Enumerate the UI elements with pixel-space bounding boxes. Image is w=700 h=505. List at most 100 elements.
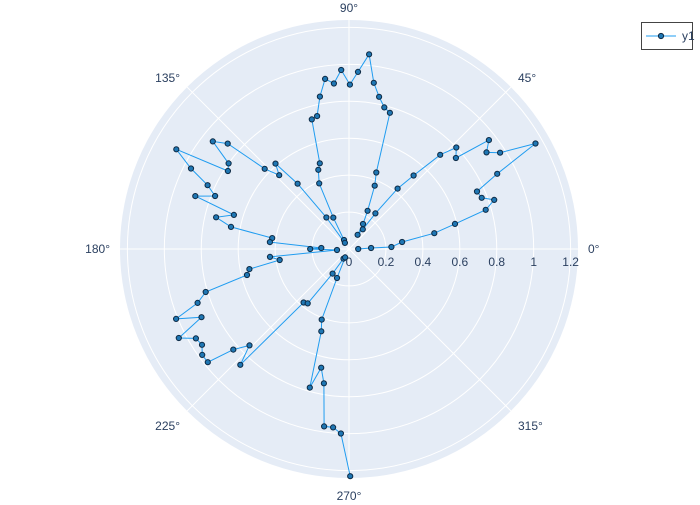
data-point <box>246 342 253 349</box>
data-point <box>227 223 235 230</box>
data-point <box>198 341 206 348</box>
radial-tick-label: 0.4 <box>415 255 432 269</box>
legend[interactable]: y1 <box>641 22 696 50</box>
radial-tick-label: 1.2 <box>562 255 579 269</box>
data-point <box>212 192 219 200</box>
data-point <box>175 334 182 342</box>
data-point <box>322 75 329 83</box>
data-point <box>410 172 417 179</box>
data-point <box>368 244 375 252</box>
data-point <box>272 160 279 167</box>
radial-tick-label: 0.8 <box>488 255 505 269</box>
angular-tick-label: 225° <box>155 419 180 433</box>
data-point <box>276 172 283 179</box>
data-point <box>452 154 459 162</box>
data-point <box>478 194 485 201</box>
data-point <box>482 206 489 213</box>
data-point <box>376 93 383 100</box>
angular-tick-label: 180° <box>85 242 110 256</box>
data-point <box>437 151 444 158</box>
data-point <box>318 316 325 323</box>
data-point <box>355 245 362 253</box>
data-point <box>399 238 406 246</box>
data-point <box>473 188 481 195</box>
data-point <box>359 226 366 233</box>
data-point <box>323 214 330 221</box>
radial-tick-label: 1 <box>530 255 537 269</box>
data-point <box>321 423 328 430</box>
data-point <box>342 254 349 261</box>
angular-tick-label: 135° <box>155 71 180 85</box>
data-point <box>246 266 253 273</box>
data-point <box>318 364 325 371</box>
data-point <box>386 109 393 116</box>
data-point <box>346 81 353 88</box>
data-point <box>359 220 367 228</box>
data-point <box>316 180 323 187</box>
data-point <box>213 214 220 221</box>
data-point <box>485 137 492 144</box>
data-point <box>230 346 237 353</box>
data-point <box>224 167 231 175</box>
data-point <box>354 231 361 238</box>
data-point <box>294 180 301 187</box>
data-point <box>320 380 327 387</box>
data-point <box>453 144 460 151</box>
data-point <box>318 328 325 335</box>
angular-tick-label: 90° <box>340 1 358 15</box>
data-point <box>372 210 379 217</box>
data-point <box>198 314 205 321</box>
data-point <box>491 196 498 203</box>
data-point <box>394 185 401 192</box>
data-point <box>330 214 337 221</box>
data-point <box>373 169 380 176</box>
series-markers-y1 <box>173 51 539 480</box>
data-point <box>199 351 206 358</box>
data-point <box>192 335 199 342</box>
radial-tick-labels: 0 0.2 0.4 0.6 0.8 1 1.2 <box>346 255 580 269</box>
data-point <box>276 256 283 264</box>
data-point <box>306 384 313 391</box>
data-point <box>347 473 354 480</box>
data-point <box>243 271 251 279</box>
legend-label-y1[interactable]: y1 <box>682 29 695 43</box>
data-point <box>381 104 388 111</box>
data-point <box>329 270 336 277</box>
data-point <box>431 230 438 237</box>
data-point <box>532 140 539 147</box>
data-point <box>451 220 459 227</box>
data-point <box>173 146 180 153</box>
data-point <box>308 116 315 123</box>
angular-gridline <box>186 248 350 412</box>
data-point <box>366 51 373 58</box>
data-point <box>194 299 201 306</box>
polar-grid <box>120 20 578 478</box>
radial-tick-label: 0.6 <box>451 255 468 269</box>
data-point <box>204 182 211 189</box>
data-point <box>316 160 323 167</box>
data-point <box>315 166 322 173</box>
angular-tick-labels: 0° 45° 90° 135° 180° 225° 270° 315° <box>85 1 600 503</box>
data-point <box>338 66 345 74</box>
data-point <box>173 315 180 322</box>
legend-marker-sample <box>657 32 665 40</box>
data-point <box>261 165 268 172</box>
data-point <box>364 207 371 214</box>
data-point <box>225 160 232 167</box>
angular-tick-label: 315° <box>518 419 543 433</box>
data-point <box>483 149 490 156</box>
data-point <box>497 149 504 156</box>
data-point <box>224 140 231 147</box>
data-point <box>304 300 311 307</box>
data-point <box>266 239 273 246</box>
data-point <box>187 165 195 172</box>
data-point <box>354 68 362 76</box>
data-point <box>314 113 321 120</box>
angular-tick-label: 0° <box>588 242 600 256</box>
data-point <box>333 274 341 282</box>
data-point <box>230 211 237 218</box>
data-point <box>209 138 216 145</box>
data-point <box>204 359 211 366</box>
data-point <box>330 424 337 431</box>
angular-gridline <box>348 86 512 250</box>
